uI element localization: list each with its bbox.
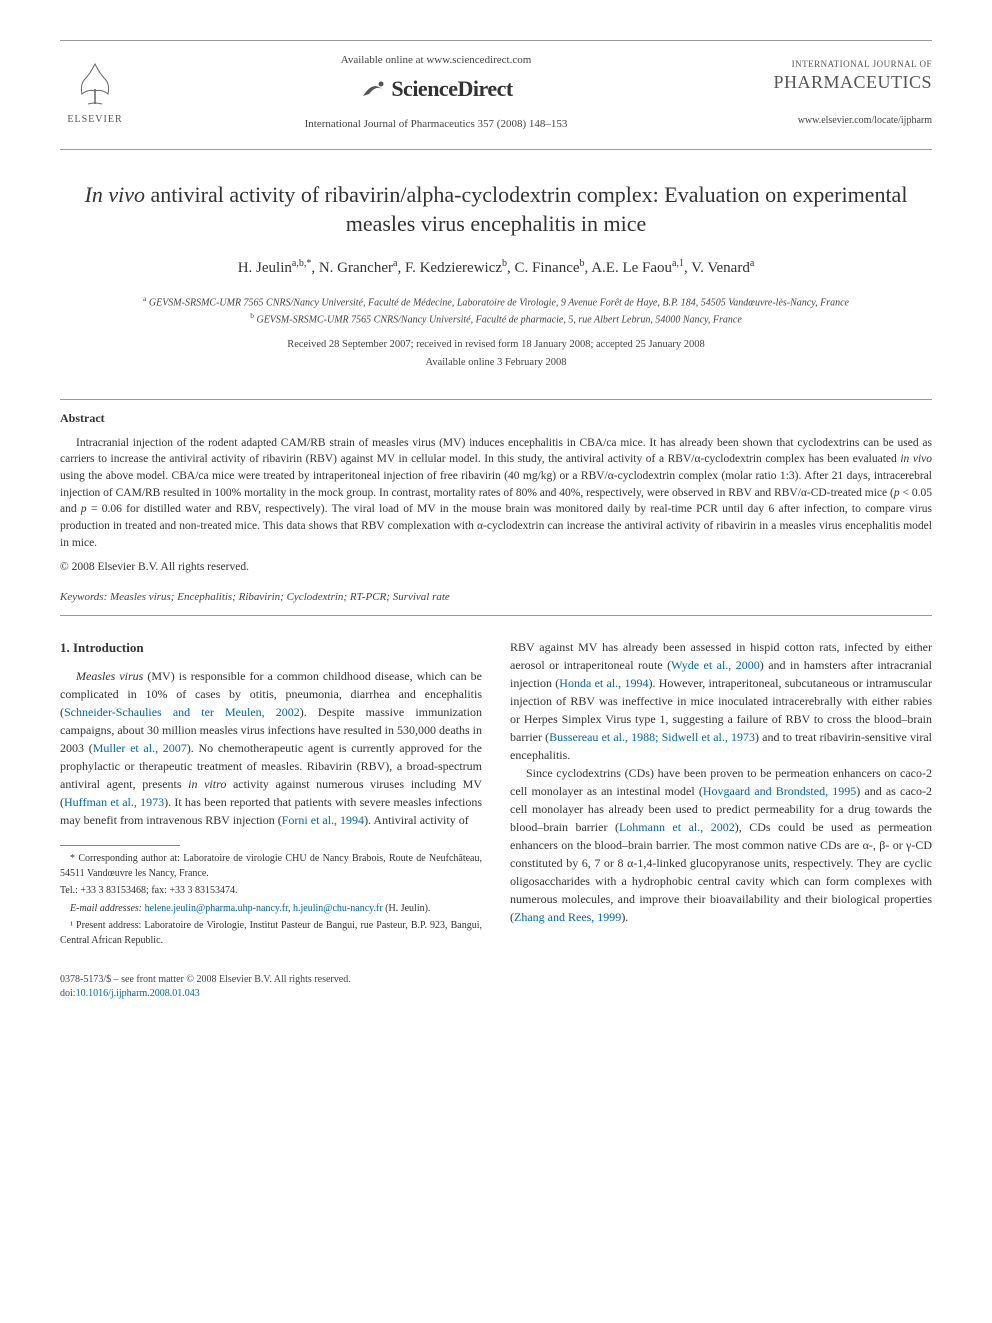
affiliation-a: a GEVSM-SRSMC-UMR 7565 CNRS/Nancy Univer… xyxy=(60,293,932,310)
keywords-line: Keywords: Measles virus; Encephalitis; R… xyxy=(60,590,932,605)
rule-above-abstract xyxy=(60,399,932,400)
sciencedirect-text: ScienceDirect xyxy=(391,74,512,105)
intro-paragraph-right-2: Since cyclodextrins (CDs) have been prov… xyxy=(510,764,932,926)
measles-virus-italic: Measles virus xyxy=(76,669,143,683)
email-link-1[interactable]: helene.jeulin@pharma.uhp-nancy.fr xyxy=(145,903,288,914)
title-italic-lead: In vivo xyxy=(85,182,145,207)
journal-reference: International Journal of Pharmaceutics 3… xyxy=(130,117,742,132)
rule-below-keywords xyxy=(60,615,932,616)
intro-paragraph-left: Measles virus (MV) is responsible for a … xyxy=(60,667,482,829)
header-center: Available online at www.sciencedirect.co… xyxy=(130,53,742,133)
front-matter-line: 0378-5173/$ – see front matter © 2008 El… xyxy=(60,973,351,987)
abstract-body: Intracranial injection of the rodent ada… xyxy=(60,435,932,552)
article-title: In vivo antiviral activity of ribavirin/… xyxy=(60,180,932,239)
received-dates: Received 28 September 2007; received in … xyxy=(60,338,932,353)
page-footer: 0378-5173/$ – see front matter © 2008 El… xyxy=(60,973,932,1001)
title-rest: antiviral activity of ribavirin/alpha-cy… xyxy=(145,182,907,237)
footnotes-block: * Corresponding author at: Laboratoire d… xyxy=(60,852,482,948)
ref-wyde[interactable]: Wyde et al., 2000 xyxy=(671,658,760,672)
ref-huffman[interactable]: Huffman et al., 1973 xyxy=(64,795,164,809)
footnote-tel: Tel.: +33 3 83153468; fax: +33 3 8315347… xyxy=(60,884,482,899)
body-columns: 1. Introduction Measles virus (MV) is re… xyxy=(60,638,932,952)
sciencedirect-swoosh-icon xyxy=(359,76,387,104)
journal-name-small: INTERNATIONAL JOURNAL OF xyxy=(742,58,932,71)
section-1-heading: 1. Introduction xyxy=(60,638,482,658)
keywords-label: Keywords: xyxy=(60,591,107,603)
elsevier-tree-icon xyxy=(70,59,120,109)
doi-link[interactable]: 10.1016/j.ijpharm.2008.01.043 xyxy=(76,988,200,999)
footnote-emails: E-mail addresses: helene.jeulin@pharma.u… xyxy=(60,902,482,917)
copyright-line: © 2008 Elsevier B.V. All rights reserved… xyxy=(60,559,932,575)
locate-url: www.elsevier.com/locate/ijpharm xyxy=(742,114,932,128)
footnote-rule xyxy=(60,845,180,846)
doi-line: doi:10.1016/j.ijpharm.2008.01.043 xyxy=(60,987,351,1001)
affiliation-b: b GEVSM-SRSMC-UMR 7565 CNRS/Nancy Univer… xyxy=(60,310,932,327)
authors-line: H. Jeulina,b,*, N. Granchera, F. Kedzier… xyxy=(60,257,932,279)
ref-hovgaard[interactable]: Hovgaard and Brondsted, 1995 xyxy=(703,784,856,798)
intro-paragraph-right-1: RBV against MV has already been assessed… xyxy=(510,638,932,764)
available-online-text: Available online at www.sciencedirect.co… xyxy=(130,53,742,68)
ref-forni[interactable]: Forni et al., 1994 xyxy=(282,813,364,827)
ref-zhang[interactable]: Zhang and Rees, 1999 xyxy=(514,910,621,924)
email-link-2[interactable]: h.jeulin@chu-nancy.fr xyxy=(293,903,383,914)
keywords-text: Measles virus; Encephalitis; Ribavirin; … xyxy=(107,591,450,603)
ref-honda[interactable]: Honda et al., 1994 xyxy=(559,676,648,690)
journal-name-big: PHARMACEUTICS xyxy=(742,70,932,95)
ref-bussereau[interactable]: Bussereau et al., 1988; Sidwell et al., … xyxy=(549,730,755,744)
affiliations: a GEVSM-SRSMC-UMR 7565 CNRS/Nancy Univer… xyxy=(60,293,932,328)
ref-schneider[interactable]: Schneider-Schaulies and ter Meulen, 2002 xyxy=(64,705,300,719)
header-right: INTERNATIONAL JOURNAL OF PHARMACEUTICS w… xyxy=(742,58,932,128)
elsevier-label: ELSEVIER xyxy=(60,113,130,127)
header-bar: ELSEVIER Available online at www.science… xyxy=(60,40,932,150)
ref-muller[interactable]: Muller et al., 2007 xyxy=(93,741,187,755)
footnote-present-address: ¹ Present address: Laboratoire de Virolo… xyxy=(60,919,482,948)
elsevier-logo: ELSEVIER xyxy=(60,59,130,127)
footnote-corresponding: * Corresponding author at: Laboratoire d… xyxy=(60,852,482,881)
right-column: RBV against MV has already been assessed… xyxy=(510,638,932,952)
left-column: 1. Introduction Measles virus (MV) is re… xyxy=(60,638,482,952)
ref-lohmann[interactable]: Lohmann et al., 2002 xyxy=(619,820,735,834)
footer-left: 0378-5173/$ – see front matter © 2008 El… xyxy=(60,973,351,1001)
sciencedirect-logo: ScienceDirect xyxy=(130,74,742,105)
abstract-heading: Abstract xyxy=(60,410,932,427)
available-date: Available online 3 February 2008 xyxy=(60,356,932,371)
